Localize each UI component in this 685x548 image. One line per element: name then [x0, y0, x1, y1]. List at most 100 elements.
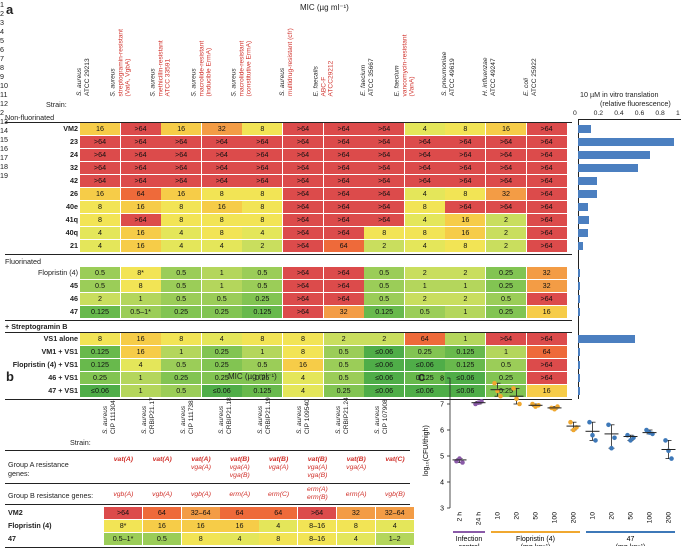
panel-a-column-3: S. aureus methicillin-resistant ATCC 33591: [150, 6, 189, 96]
divider: [5, 122, 572, 123]
panel-b-column-16: S. aureus CRBIP21.19: [257, 386, 289, 434]
x-tick-label: 10: [590, 512, 597, 520]
panel-b-column-label: S. aureus CRBIP21.18: [218, 397, 233, 434]
mic-cell: 64: [323, 240, 364, 252]
panel-a-strain-number: 9: [0, 72, 4, 81]
gene: vgb(A): [190, 491, 211, 498]
panel-b-strain-number: 14: [0, 126, 8, 135]
panel-b-column-15: S. aureus CRBIP21.18: [218, 386, 250, 434]
mic-cell: 0.125: [364, 306, 405, 318]
mic-cell: 0.25: [486, 267, 526, 279]
translation-bar: [578, 335, 635, 343]
mic-cell: 0.25: [161, 372, 202, 384]
bar-axis-vline: [578, 119, 579, 399]
mic-cell: >64: [445, 201, 486, 213]
mic-cell: ≤0.06: [364, 359, 405, 371]
mic-cell: 4: [283, 372, 323, 384]
panel-b-column-desc: CIP 111304: [109, 400, 117, 434]
mic-cell: 16: [120, 227, 161, 239]
translation-bar: [578, 295, 580, 303]
mic-cell: 0.5: [404, 306, 445, 318]
mic-cell: >64: [364, 162, 405, 174]
mic-cell: 0.5: [242, 280, 283, 292]
divider: [5, 504, 410, 505]
mic-cell: 4: [201, 240, 242, 252]
mic-cell: >64: [323, 227, 364, 239]
mic-cell: ≤0.06: [404, 385, 445, 397]
mic-cell: 0.5: [486, 293, 526, 305]
panel-b-column-species: S. aureus: [296, 405, 303, 434]
mic-cell: 0.25: [486, 306, 526, 318]
mic-cell: 0.5: [80, 280, 120, 292]
translation-bar: [578, 229, 589, 237]
x-tick-label: 20: [609, 512, 616, 520]
panel-b-column-2: S. aureus CIP 111304: [102, 386, 134, 434]
panel-b-column-desc: CIP 107908: [381, 399, 389, 434]
mic-cell: 8: [283, 333, 323, 345]
mic-cell: 32–64: [375, 507, 414, 519]
mic-cell: >64: [445, 149, 486, 161]
mic-cell: 0.25: [201, 346, 242, 358]
mic-cell: 16: [201, 201, 242, 213]
panel-b-column-label: S. aureus CIP 109540: [296, 399, 311, 434]
mic-cell: 0.5: [364, 293, 405, 305]
gene: vgb(A): [113, 491, 134, 498]
group-label: (mg kg⁻¹): [616, 544, 646, 546]
mic-cell: >64: [80, 136, 120, 148]
mic-cell: 0.5: [161, 267, 202, 279]
panel-b-letter: b: [6, 369, 14, 384]
mic-cell: >64: [161, 149, 202, 161]
row-label: 21: [70, 241, 78, 250]
x-tick-label: 100: [552, 512, 559, 524]
panel-b-strain-number: 19: [0, 171, 8, 180]
panel-a-letter: a: [6, 2, 14, 17]
panel-a-strain-label: Strain:: [46, 100, 67, 109]
panel-b-column-label: S. aureus CIP 107908: [374, 399, 389, 434]
mic-cell: 8: [364, 227, 405, 239]
data-point: [517, 401, 522, 407]
group-label: Flopristin (4): [516, 536, 555, 543]
panel-b-column-desc: CRBIP21.19: [264, 397, 272, 434]
row-label: 41q: [65, 215, 78, 224]
row-label: Flopristin (4): [8, 521, 52, 530]
mic-cell: 32–64: [181, 507, 220, 519]
bar-axis-tick: 0.2: [593, 110, 604, 117]
panel-a-strain-number: 7: [0, 54, 4, 63]
panel-a-strain-number: 2: [0, 9, 4, 18]
mic-cell: 0.5: [161, 385, 202, 397]
panel-a-column-desc: macrolide-resistant: [197, 40, 205, 96]
gene: vat(B): [230, 456, 250, 463]
bar-axis-tick: 0.4: [614, 110, 624, 117]
mic-cell: 8: [80, 201, 120, 213]
panel-a-column-species: E. faecium: [393, 64, 401, 96]
panel-a-column-9: E. faecium vancomycin-resistant (VanA): [393, 6, 433, 96]
mic-cell: 8: [80, 214, 120, 226]
mic-cell: 4: [375, 520, 414, 532]
mic-cell: 0.125: [242, 385, 283, 397]
mic-cell: 4: [161, 227, 202, 239]
panel-b-column-label: S. aureus CRBIP21.24: [335, 397, 350, 434]
row-label: 32: [70, 163, 78, 172]
gene: erm(C): [268, 491, 290, 498]
mic-cell: 0.125: [80, 306, 120, 318]
mic-cell: 0.25: [242, 372, 283, 384]
translation-bar: [578, 125, 592, 133]
group-b-label: Group B resistance genes:: [8, 491, 94, 500]
group-a-genes: vat(C): [376, 456, 415, 464]
mic-cell: 8: [80, 333, 120, 345]
mic-cell: >64: [120, 214, 161, 226]
mic-cell: >64: [120, 175, 161, 187]
mic-cell: >64: [445, 162, 486, 174]
mic-cell: >64: [486, 149, 526, 161]
bar-chart-subtitle: (relative fluorescence): [600, 99, 671, 108]
translation-bar: [578, 387, 580, 395]
bar-axis-tick: 1: [676, 110, 680, 117]
panel-a-strain-number: 4: [0, 27, 4, 36]
mic-cell: 2: [486, 240, 526, 252]
panel-a-column-species: S. pneumoniae: [441, 51, 449, 96]
divider: [5, 254, 572, 255]
panel-a-strain-number: 3: [0, 18, 4, 27]
mic-cell: >64: [283, 188, 323, 200]
mic-cell: 0.5: [323, 346, 364, 358]
panel-b-column-species: S. aureus: [334, 405, 342, 434]
